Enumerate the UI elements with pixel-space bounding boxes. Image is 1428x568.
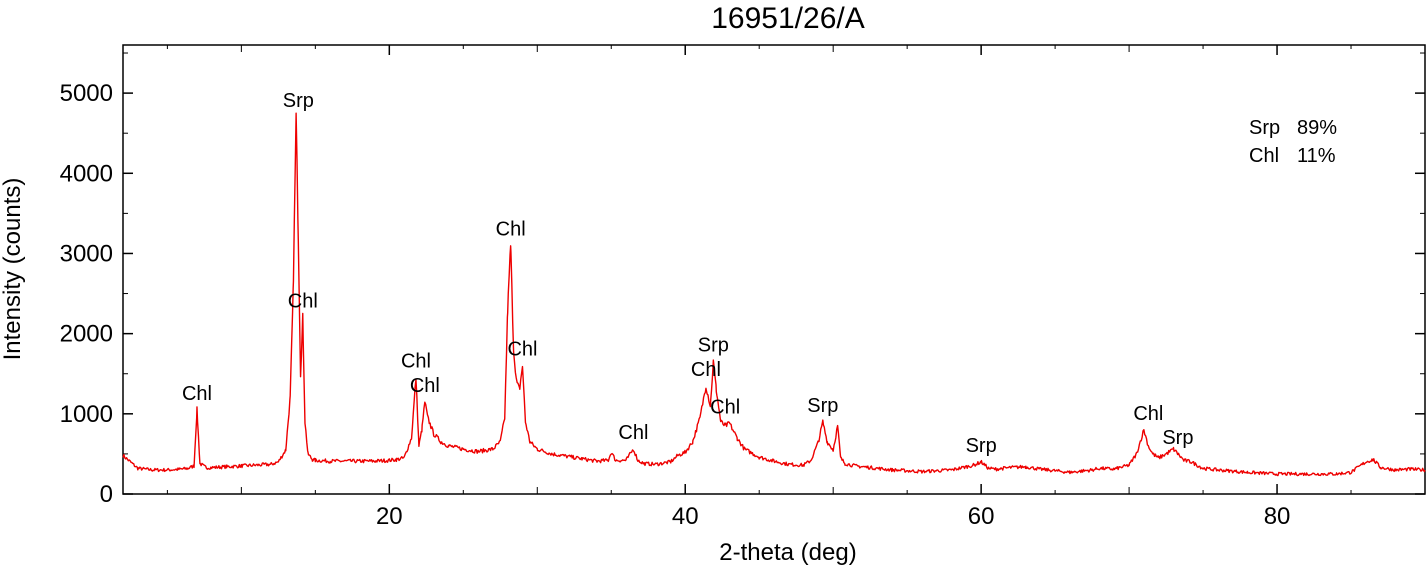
- peak-label-chl: Chl: [710, 396, 740, 418]
- peak-label-srp: Srp: [807, 395, 838, 417]
- peak-label-chl: Chl: [401, 351, 431, 373]
- y-tick-label: 1000: [60, 401, 113, 428]
- x-tick-label: 20: [376, 503, 403, 530]
- plot-frame: [122, 44, 1426, 495]
- peak-label-chl: Chl: [182, 383, 212, 405]
- peak-label-srp: Srp: [698, 335, 729, 357]
- y-tick-label: 5000: [60, 80, 113, 107]
- legend-percent: 11%: [1297, 145, 1336, 167]
- legend-percent: 89%: [1297, 117, 1337, 139]
- peak-label-srp: Srp: [966, 435, 997, 457]
- peak-label-chl: Chl: [288, 291, 318, 313]
- x-tick-label: 60: [968, 503, 995, 530]
- y-axis-title: Intensity (counts): [0, 178, 26, 361]
- x-axis: 20 40 60 80: [166, 45, 1352, 530]
- peak-label-srp: Srp: [283, 90, 314, 112]
- peak-label-chl: Chl: [496, 218, 526, 240]
- y-tick-label: 3000: [60, 240, 113, 267]
- peak-label-chl: Chl: [691, 359, 721, 381]
- chart-title: 16951/26/A: [711, 2, 864, 35]
- phase-legend: Srp 89% Chl 11%: [1249, 117, 1337, 167]
- legend-phase: Srp: [1249, 117, 1280, 139]
- x-axis-title: 2-theta (deg): [719, 539, 856, 566]
- peak-label-chl: Chl: [507, 339, 537, 361]
- peak-label-chl: Chl: [410, 375, 440, 397]
- peak-label-chl: Chl: [1133, 403, 1163, 425]
- y-tick-label: 0: [100, 481, 113, 508]
- peak-label-chl: Chl: [618, 422, 648, 444]
- peak-label-srp: Srp: [1162, 427, 1193, 449]
- x-tick-label: 80: [1264, 503, 1291, 530]
- y-tick-label: 4000: [60, 160, 113, 187]
- intensity-series-line: [122, 112, 1426, 477]
- x-tick-label: 40: [672, 503, 699, 530]
- y-tick-label: 2000: [60, 321, 113, 348]
- legend-phase: Chl: [1249, 145, 1279, 167]
- y-axis: 0 1000 2000 3000 4000 5000: [60, 52, 1425, 508]
